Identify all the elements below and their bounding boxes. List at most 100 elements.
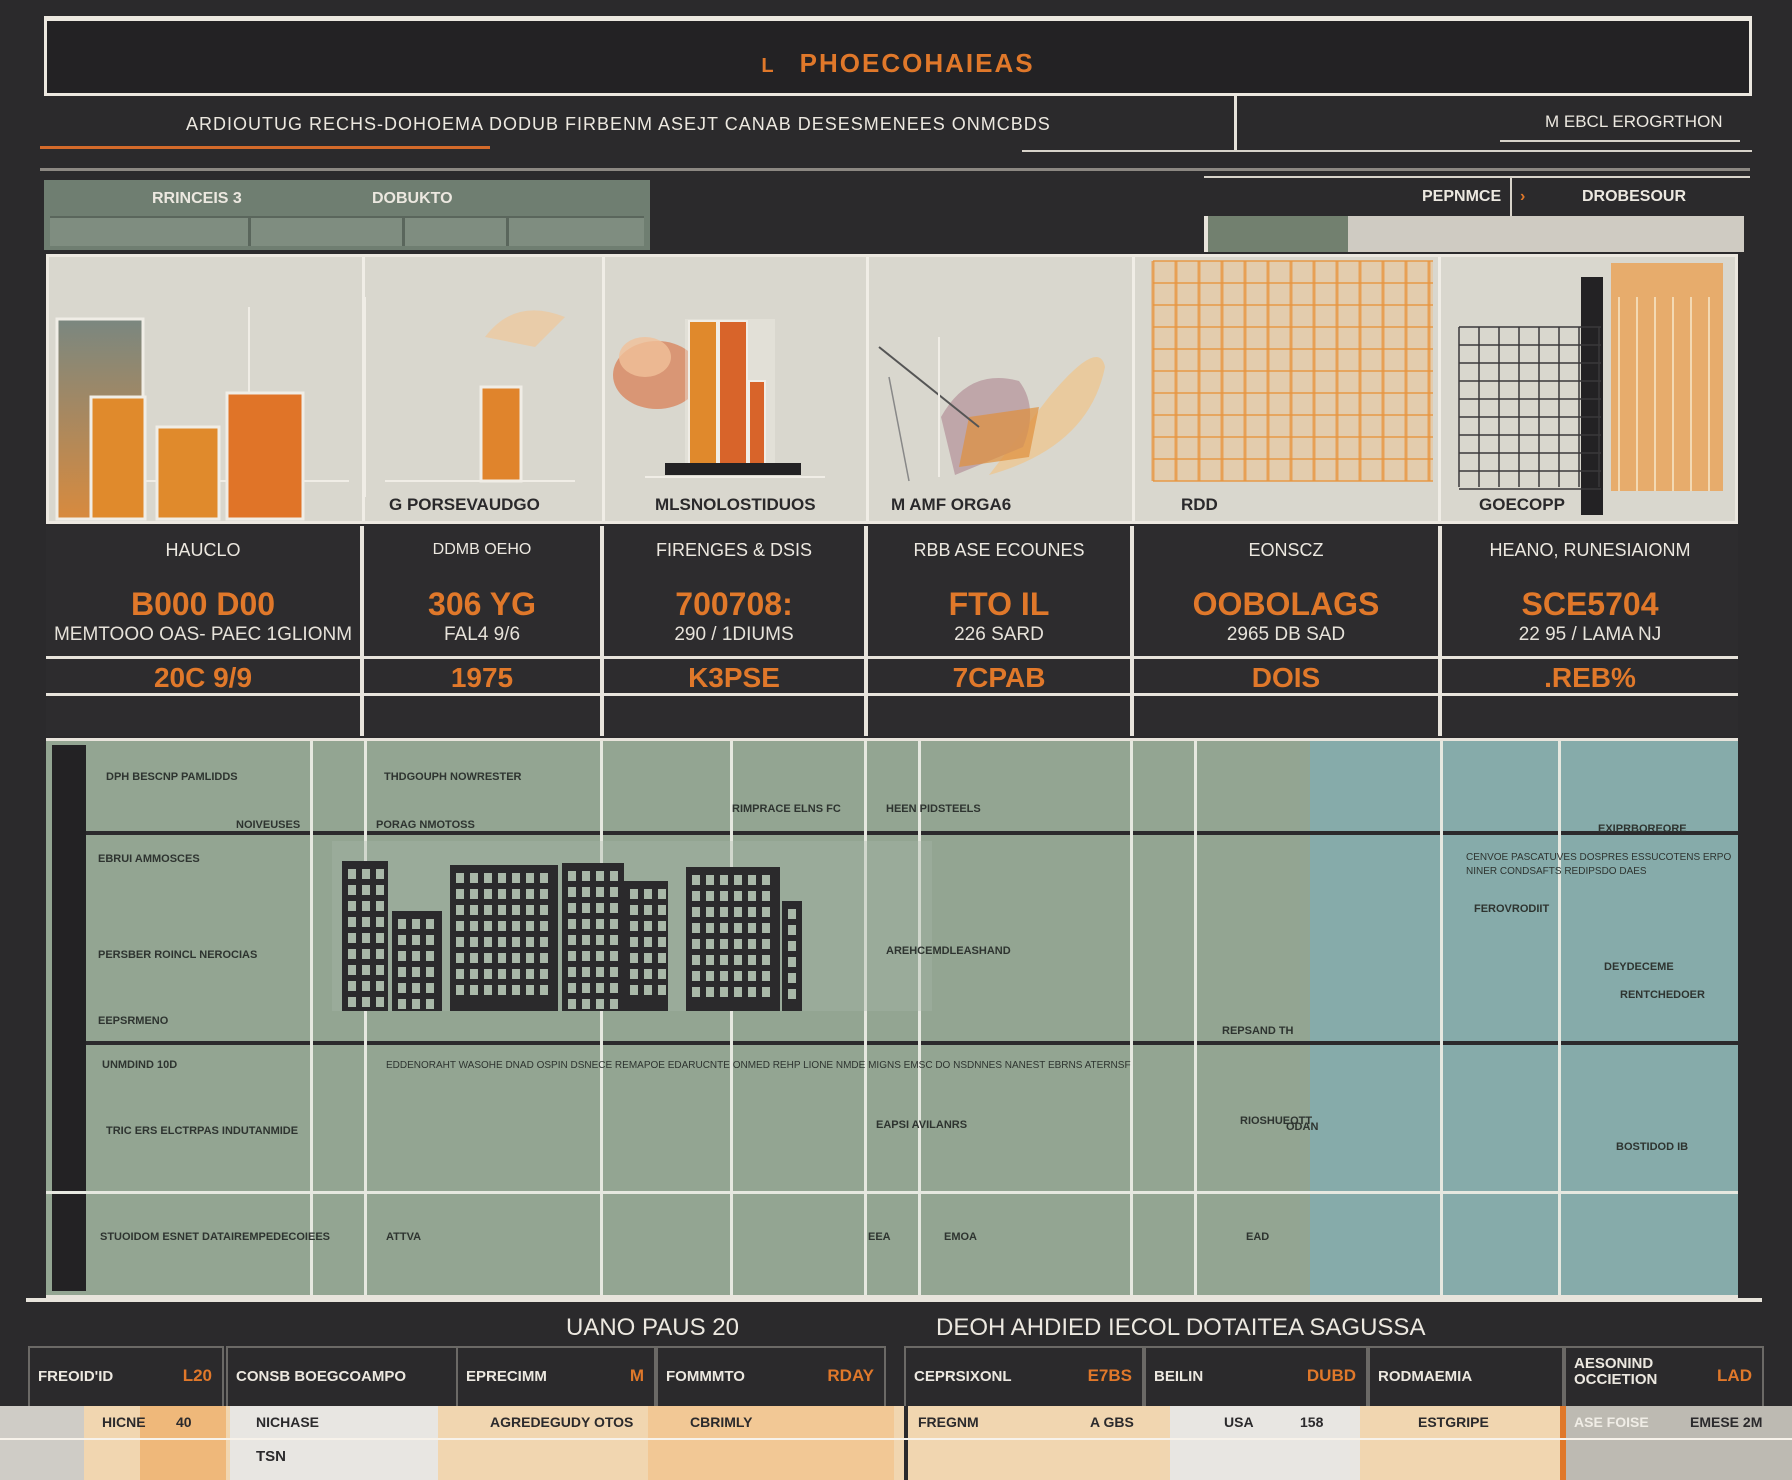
table-cell[interactable]: AGREDEGUDY OTOS — [490, 1414, 634, 1430]
col-header[interactable]: RODMAEMIA — [1368, 1346, 1564, 1406]
metric-band — [1134, 656, 1438, 696]
chart-panel-1 — [49, 257, 365, 521]
table-cell[interactable]: EMESE 2M — [1690, 1414, 1763, 1430]
bar-chart-2 — [365, 297, 575, 497]
title-prefix: L — [761, 55, 776, 77]
building-window — [762, 891, 770, 901]
table-cell[interactable]: FREGNM — [918, 1414, 979, 1430]
building-window — [348, 949, 356, 959]
table-cell[interactable]: ASE FOISE — [1574, 1414, 1649, 1430]
building-window — [362, 869, 370, 879]
table-cell[interactable]: CBRIMLY — [690, 1414, 753, 1430]
accent-underline — [40, 146, 490, 149]
table-cell[interactable]: HICNE — [102, 1414, 146, 1430]
table-cell[interactable]: TSN — [256, 1448, 286, 1465]
subtitle: ARDIOUTUG RECHS-DOHOEMA DODUB FIRBENM AS… — [186, 114, 1051, 134]
building-window — [644, 921, 652, 931]
col-header[interactable]: FREOID'ID L20 — [28, 1346, 224, 1406]
col-header[interactable]: FOMMMTO RDAY — [656, 1346, 886, 1406]
header-rule-2 — [1234, 150, 1752, 152]
tab-strip-right-sub — [1204, 216, 1744, 252]
grid-cell: BOSTIDOD IB — [1616, 1141, 1689, 1153]
building-window — [692, 971, 700, 981]
building-window — [412, 951, 420, 961]
table-cell[interactable]: ESTGRIPE — [1418, 1414, 1489, 1430]
col-header[interactable]: BEILIN DUBD — [1144, 1346, 1368, 1406]
building-window — [484, 873, 492, 883]
col-header-label: RODMAEMIA — [1378, 1368, 1473, 1385]
building-window — [498, 905, 506, 915]
building-window — [376, 997, 384, 1007]
building-window — [610, 887, 618, 897]
table-cell[interactable]: 158 — [1300, 1414, 1324, 1430]
row-segment — [230, 1406, 438, 1480]
col-header[interactable]: AESONIND OCCIETION LAD — [1564, 1346, 1764, 1406]
metric-pct: 7CPAB — [952, 662, 1046, 693]
tab-right-2[interactable]: DROBESOUR — [1582, 188, 1687, 205]
building-window — [762, 971, 770, 981]
col-header[interactable]: CONSB BOEGCOAMPO — [226, 1346, 458, 1406]
building-window — [456, 873, 464, 883]
tab-primary[interactable]: RRINCEIS 3 — [152, 190, 242, 207]
grid-cell: PORAG NMOTOSS — [376, 819, 475, 831]
building-window — [398, 935, 406, 945]
building-window — [610, 871, 618, 881]
bar-1d — [225, 391, 305, 521]
grid-col — [1130, 741, 1133, 1295]
building-window — [412, 919, 420, 929]
metric-band — [1442, 656, 1738, 696]
building-window — [412, 967, 420, 977]
building-window — [788, 941, 796, 951]
metric-value: FTO IL — [948, 586, 1050, 622]
building-window — [426, 983, 434, 993]
bottom-heading-right: DEOH AHDIED IECOL DOTAITEA SAGUSSA — [936, 1314, 1426, 1341]
row-segment — [1560, 1406, 1566, 1480]
building-window — [398, 967, 406, 977]
col-header[interactable]: EPRECIMM M — [456, 1346, 656, 1406]
grid-cell: EAD — [1246, 1231, 1270, 1243]
grid-cell: EEA — [868, 1231, 891, 1243]
building-window — [748, 955, 756, 965]
col-header-value: RDAY — [827, 1366, 874, 1385]
table-cell[interactable]: A GBS — [1090, 1414, 1134, 1430]
row-rule — [0, 1438, 1792, 1440]
metric-value: 306 YG — [428, 586, 536, 622]
building-window — [540, 889, 548, 899]
col-header-value: DUBD — [1306, 1366, 1356, 1385]
tab-right-1[interactable]: PEPNMCE — [1422, 188, 1502, 205]
building-window — [748, 907, 756, 917]
metric-value: OOBOLAGS — [1192, 586, 1380, 622]
building-window — [788, 909, 796, 919]
building-window — [762, 875, 770, 885]
tab-strip-right: PEPNMCE › DROBESOUR — [1204, 176, 1750, 218]
building-window — [540, 969, 548, 979]
building-window — [658, 953, 666, 963]
building-window — [582, 903, 590, 913]
building-window — [658, 905, 666, 915]
building-window — [526, 889, 534, 899]
section-rule — [40, 168, 1750, 171]
building-window — [568, 871, 576, 881]
building-window — [644, 969, 652, 979]
chart-label-3: MLSNOLOSTIDUOS — [655, 495, 816, 514]
chart-label-5: RDD — [1181, 495, 1218, 514]
bottom-heading-left: UANO PAUS 20 — [566, 1314, 739, 1341]
building-window — [658, 937, 666, 947]
col-header-label: FOMMMTO — [666, 1368, 745, 1385]
metric-head: HEANO, RUNESIAIONM — [1489, 540, 1691, 560]
building-window — [348, 885, 356, 895]
tab-secondary[interactable]: DOBUKTO — [372, 190, 453, 207]
building-window — [706, 955, 714, 965]
row-segment — [0, 1406, 84, 1480]
building-window — [426, 999, 434, 1009]
table-cell[interactable]: 40 — [176, 1414, 192, 1430]
chart-label-4: M AMF ORGA6 — [891, 495, 1012, 514]
building-window — [470, 953, 478, 963]
grid-cell: RIOSHUEOTT — [1240, 1115, 1313, 1127]
building-window — [470, 889, 478, 899]
grid-cell: RIMPRACE ELNS FC — [732, 803, 841, 815]
building-window — [644, 937, 652, 947]
col-header[interactable]: CEPRSIXONL E7BS — [904, 1346, 1144, 1406]
table-cell[interactable]: NICHASE — [256, 1414, 320, 1430]
table-cell[interactable]: USA — [1224, 1414, 1254, 1430]
